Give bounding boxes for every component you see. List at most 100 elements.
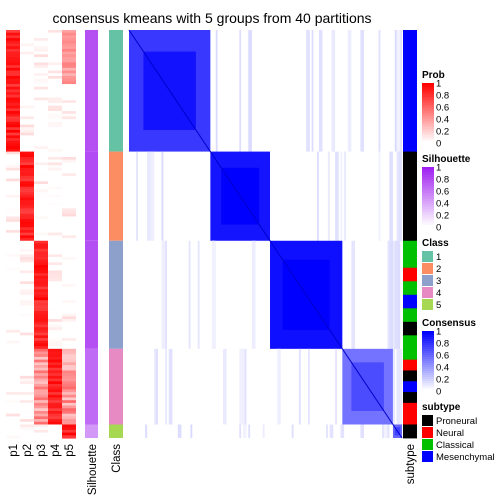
prob-cell [6,386,20,390]
prob-cell [6,159,20,163]
prob-cell [48,235,62,239]
prob-cell [6,432,20,436]
prob-cell [6,92,20,96]
prob-cell [20,51,34,55]
prob-cell [34,397,48,401]
prob-cell [20,286,34,290]
prob-cell [20,262,34,266]
prob-cell [6,362,20,366]
prob-cell [20,57,34,61]
legend-gradient-step [422,335,434,338]
prob-cell [6,405,20,409]
consensus-offdiag [307,348,310,425]
prob-cell [62,313,76,318]
prob-cell [6,78,20,82]
prob-cell [48,75,62,80]
prob-cell [34,48,48,53]
prob-cell [6,302,20,307]
prob-cell [20,394,34,399]
prob-cell [6,175,20,180]
legend-gradient-step [422,103,434,106]
prob-cell [20,392,34,396]
legend-swatch [422,287,433,298]
consensus-offdiag [136,151,139,241]
legend-gradient-step [422,223,434,226]
prob-cell [6,227,20,231]
legend-gradient-step [422,347,434,350]
legend-gradient-step [422,381,434,384]
prob-cell [6,108,20,112]
prob-cell [48,319,62,323]
prob-cell [62,178,76,182]
prob-cell [48,362,62,366]
prob-cell [6,221,20,226]
prob-cell [48,200,62,204]
prob-cell [20,351,34,355]
legend-gradient-step [422,215,434,218]
legend-gradient-step [422,121,434,124]
prob-cell [62,243,76,247]
prob-cell [20,189,34,193]
prob-cell [6,400,20,404]
prob-cell [48,351,62,355]
subtype-column [403,30,417,439]
prob-cell [20,216,34,220]
prob-cell [62,316,76,320]
legend-tick: 0.6 [436,103,449,114]
prob-cell [20,173,34,177]
prob-cell [6,321,20,326]
legend-gradient-step [422,337,434,340]
prob-cell [20,219,34,223]
legend-tick: 0.2 [436,375,449,386]
prob-cell [62,43,76,47]
prob-cell [34,343,48,347]
consensus-offdiag [161,240,166,349]
consensus-matrix [128,29,403,439]
prob-cell [34,89,48,93]
prob-cell [62,205,76,209]
prob-cell [6,275,20,280]
consensus-offdiag [242,424,247,438]
prob-cell [62,375,76,380]
legend-gradient-step [422,183,434,186]
prob-cell [6,84,20,88]
legend-label: Proneural [436,416,477,427]
legend-gradient-step [422,203,434,206]
subtype-cell-classical [403,240,417,255]
prob-cell [6,311,20,315]
prob-cell [48,410,62,415]
class-cell-5 [109,424,123,438]
prob-cell [34,386,48,390]
prob-cell [20,124,34,128]
legend-label: 3 [436,276,441,287]
consensus-offdiag [329,424,334,438]
prob-cell [48,275,62,280]
prob-cell [34,94,48,99]
legend-gradient-step [422,191,434,194]
legend-gradient-step [422,139,434,142]
prob-cell [6,316,20,320]
prob-cell [48,48,62,53]
prob-cell [48,113,62,118]
prob-cell [48,316,62,320]
consensus-offdiag [396,30,401,152]
legend-gradient-step [422,187,434,190]
prob-cell [62,32,76,37]
prob-cell [6,367,20,372]
consensus-offdiag [396,348,401,425]
subtype-cell-mesenchymal [403,381,417,393]
legend-gradient-step [422,89,434,92]
prob-cell [48,192,62,196]
prob-cell [48,219,62,223]
legend-label: 2 [436,264,441,275]
legend-gradient-step [422,129,434,132]
prob-cell [34,154,48,158]
prob-cell [62,162,76,166]
prob-cell [20,148,34,153]
prob-cell [20,143,34,147]
prob-cell [34,294,48,299]
prob-cell [62,365,76,369]
prob-cell [34,243,48,247]
consensus-offdiag [168,348,173,425]
prob-cell [20,205,34,209]
